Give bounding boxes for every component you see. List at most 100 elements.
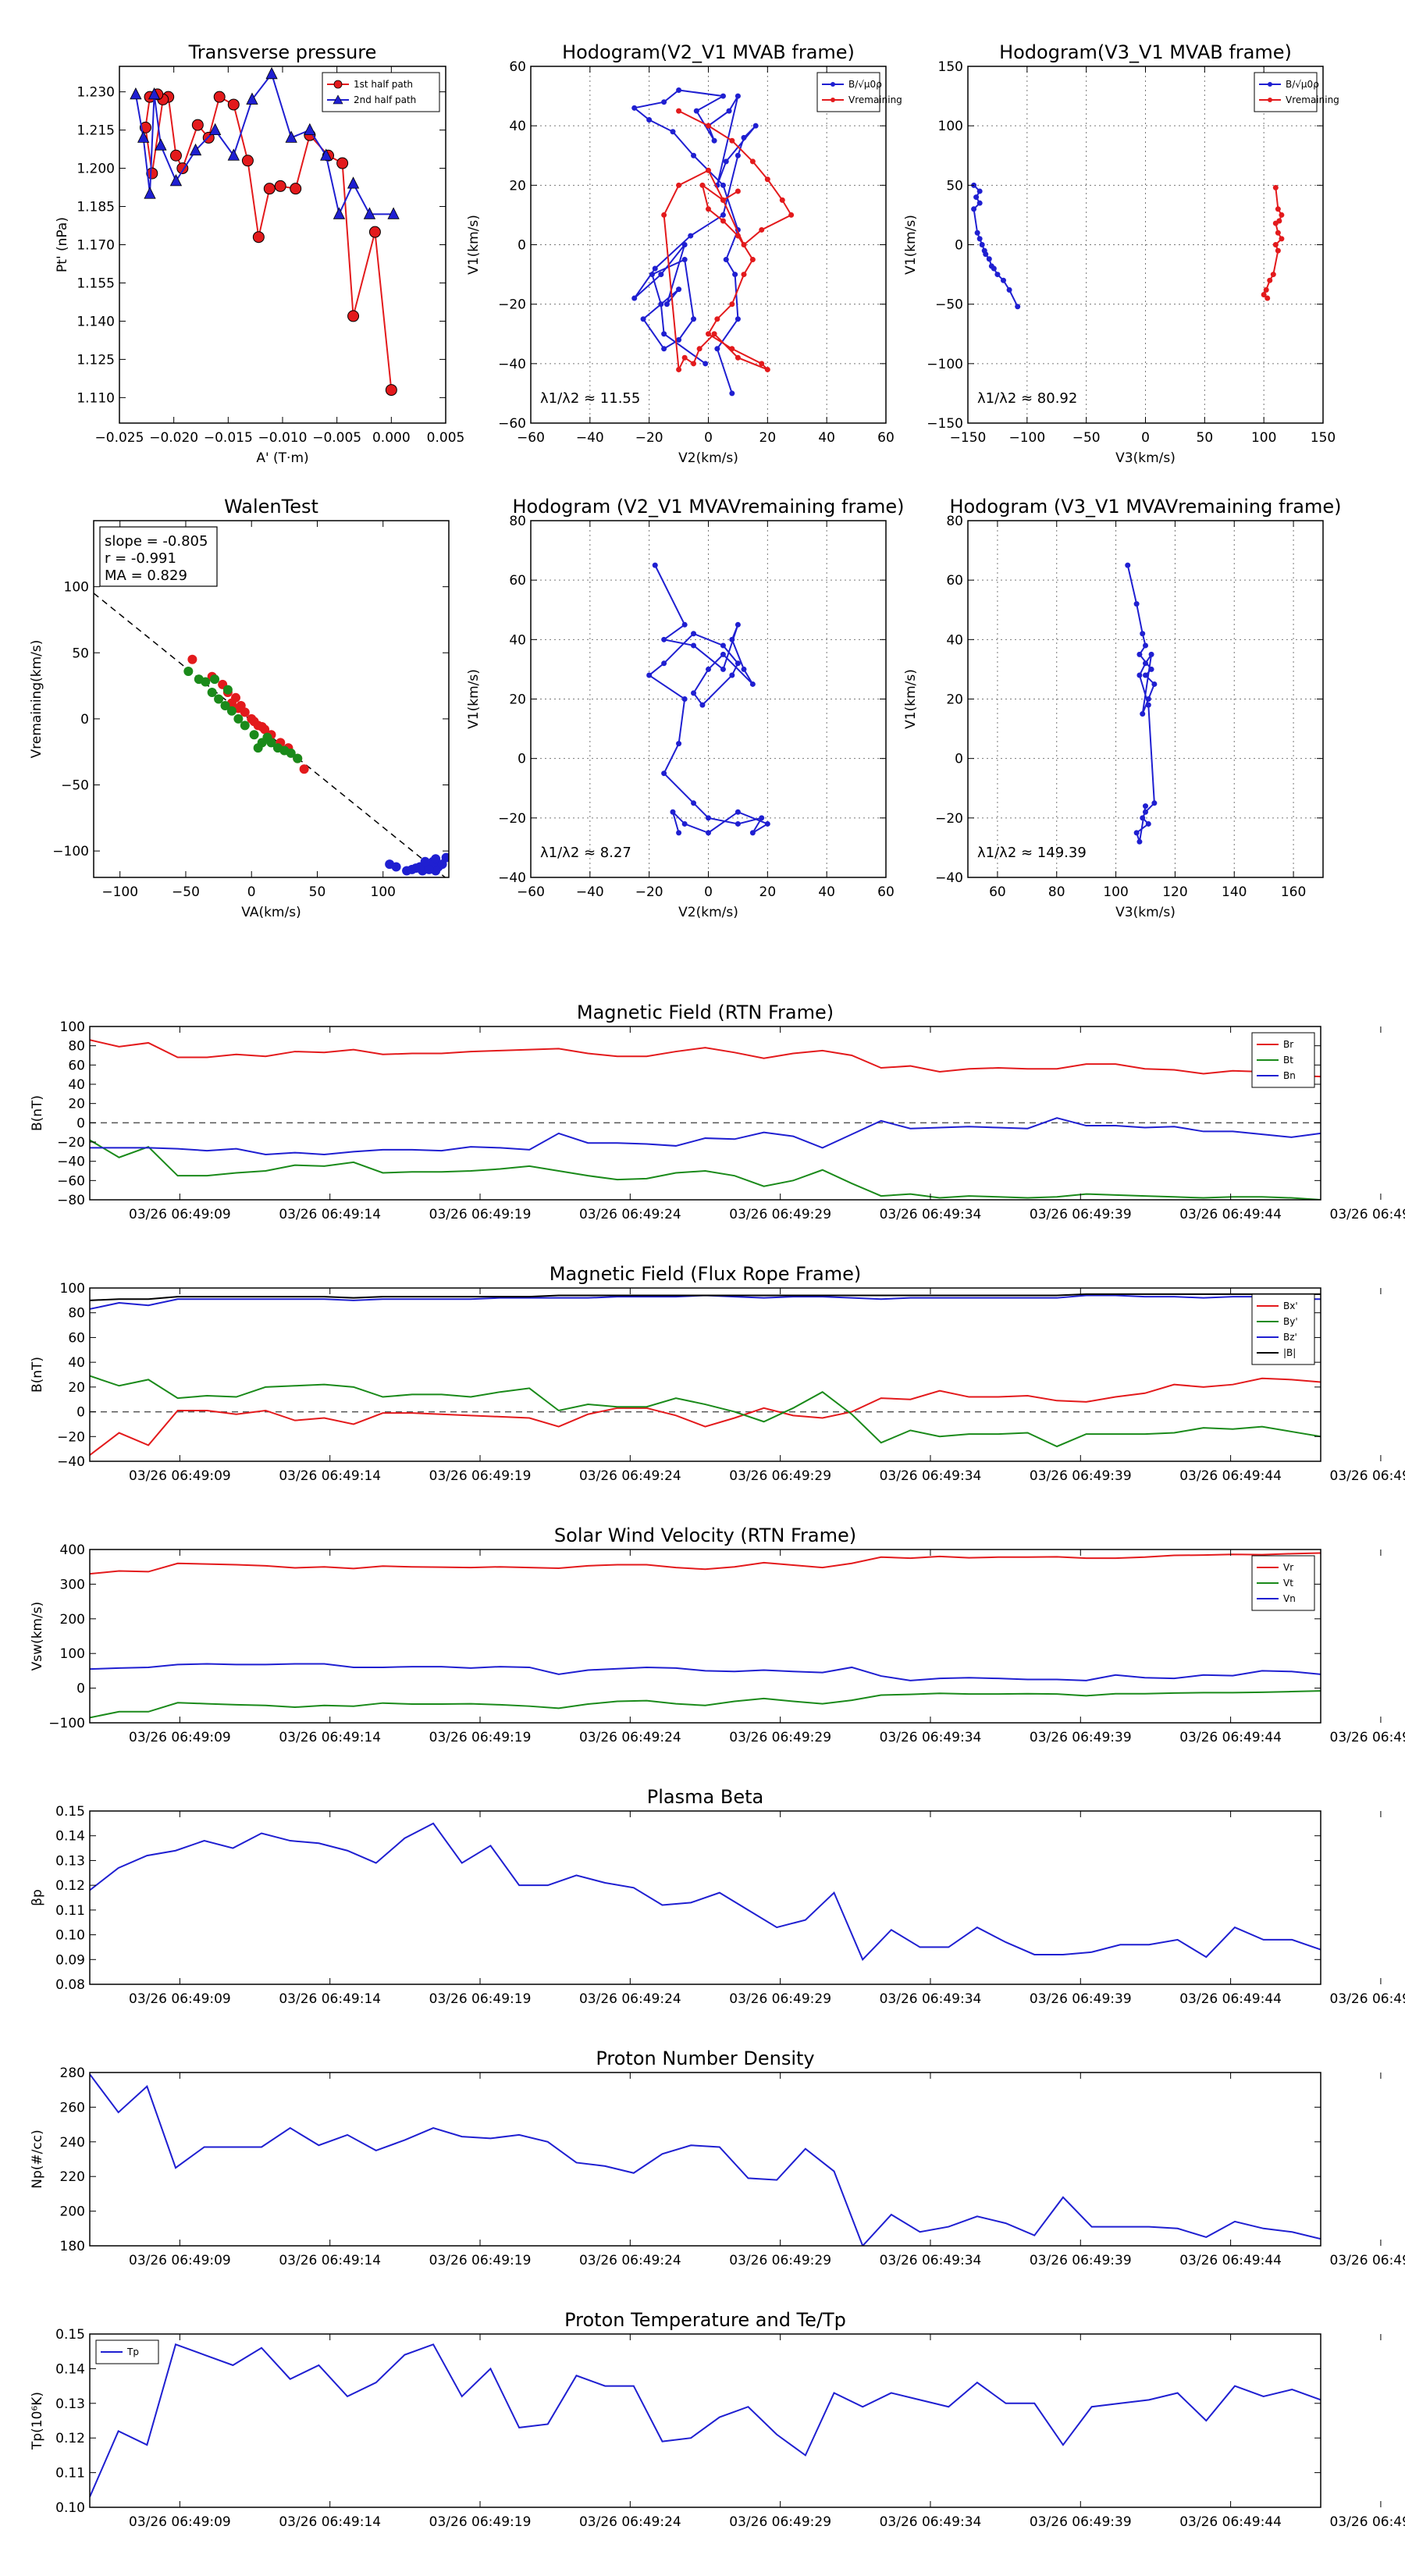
x-tick-label: 20 xyxy=(759,430,777,446)
data-point xyxy=(1006,286,1012,293)
x-tick-label: 120 xyxy=(1162,884,1187,900)
data-point xyxy=(1125,562,1131,568)
data-point xyxy=(681,257,688,263)
legend-box xyxy=(1254,72,1318,112)
data-point xyxy=(1145,820,1151,827)
data-point xyxy=(363,207,376,219)
data-point xyxy=(670,129,676,135)
x-tick-label: 03/26 06:49:49 xyxy=(1330,2253,1405,2268)
chart-title: Hodogram (V2_V1 MVAVremaining frame) xyxy=(512,496,904,518)
data-point xyxy=(976,236,983,242)
y-tick-label: −60 xyxy=(498,416,526,432)
x-tick-label: −40 xyxy=(576,884,604,900)
y-axis-label: B(nT) xyxy=(30,1095,45,1131)
data-point xyxy=(788,212,795,218)
x-tick-label: 03/26 06:49:09 xyxy=(129,2514,231,2530)
x-tick-label: −50 xyxy=(1072,430,1101,446)
data-point xyxy=(720,197,726,203)
data-point xyxy=(262,732,272,742)
x-tick-label: 03/26 06:49:09 xyxy=(129,1730,231,1745)
data-point xyxy=(1140,711,1146,717)
data-point xyxy=(711,137,717,144)
data-point xyxy=(227,148,240,161)
data-point xyxy=(691,800,697,806)
ticks: 0.10 0.11 0.12 0.13 0.14 0.15 03/26 06:49:09 03… xyxy=(55,2327,1405,2530)
data-point xyxy=(706,830,711,836)
series-line-Vt xyxy=(90,1690,1321,1719)
legend: Bx' By' Bz' |B| xyxy=(1251,1293,1315,1365)
x-tick-label: 03/26 06:49:24 xyxy=(579,2253,681,2268)
y-tick-label: 60 xyxy=(946,573,963,589)
data-point xyxy=(249,717,259,727)
x-tick-label: 03/26 06:49:24 xyxy=(579,1468,681,1484)
data-point xyxy=(210,674,220,685)
data-point xyxy=(304,123,316,136)
data-point xyxy=(661,331,667,337)
data-point xyxy=(208,123,222,136)
x-tick-label: −60 xyxy=(517,884,545,900)
data-point xyxy=(1136,672,1143,678)
data-point xyxy=(652,562,658,568)
x-tick-label: 03/26 06:49:49 xyxy=(1330,1207,1405,1222)
x-tick-label: 03/26 06:49:19 xyxy=(429,1468,532,1484)
data-point xyxy=(663,301,670,308)
x-tick-label: 100 xyxy=(1103,884,1128,900)
data-point xyxy=(1261,291,1267,297)
data-point xyxy=(732,272,738,278)
x-tick-label: 03/26 06:49:34 xyxy=(880,2514,982,2530)
data-point xyxy=(640,316,646,322)
chart-title: Transverse pressure xyxy=(188,41,377,63)
series-group xyxy=(90,1039,1321,1200)
data-point xyxy=(741,134,747,141)
data-point xyxy=(368,226,381,238)
x-tick-label: 03/26 06:49:24 xyxy=(579,1730,681,1745)
x-tick-label: 03/26 06:49:09 xyxy=(129,1207,231,1222)
legend: 1st half path 2nd half path xyxy=(322,72,440,112)
y-tick-label: −50 xyxy=(61,778,89,794)
y-tick-label: −100 xyxy=(52,844,89,859)
annotation: λ1/λ2 ≈ 149.39 xyxy=(977,845,1087,861)
x-tick-label: 03/26 06:49:29 xyxy=(729,1991,831,2007)
series-line-B/√μ0ρ xyxy=(632,89,756,394)
data-point xyxy=(706,123,711,129)
x-tick-label: 03/26 06:49:19 xyxy=(429,2253,532,2268)
series-line-Np xyxy=(90,2073,1321,2246)
data-point xyxy=(720,218,726,224)
chart-hodo_v2v1_mvab: Hodogram(V2_V1 MVAB frame) −60 −40 −20 0 20 40… xyxy=(466,41,902,466)
data-point xyxy=(676,830,682,836)
y-axis-label: Vsw(km/s) xyxy=(30,1602,45,1671)
series-group xyxy=(90,2343,1321,2498)
data-point xyxy=(155,138,167,151)
data-point xyxy=(299,764,309,774)
data-point xyxy=(233,713,244,724)
x-tick-label: 03/26 06:49:39 xyxy=(1030,2253,1132,2268)
data-point xyxy=(681,820,688,827)
data-point xyxy=(191,119,204,131)
data-point xyxy=(169,149,182,162)
data-point xyxy=(649,272,655,278)
x-tick-label: 03/26 06:49:29 xyxy=(729,2514,831,2530)
y-tick-label: 300 xyxy=(60,1577,85,1592)
x-tick-label: 03/26 06:49:09 xyxy=(129,1991,231,2007)
data-point xyxy=(752,123,759,129)
y-tick-label: 0.12 xyxy=(55,2431,85,2446)
data-point xyxy=(183,666,194,676)
y-tick-label: 0.09 xyxy=(55,1952,85,1968)
series-line-Tp xyxy=(90,2343,1321,2498)
data-point xyxy=(759,361,765,367)
chart-title: Hodogram (V3_V1 MVAVremaining frame) xyxy=(949,496,1341,518)
data-point xyxy=(246,92,258,105)
data-point xyxy=(729,301,735,308)
data-point xyxy=(979,242,985,247)
data-point xyxy=(693,108,699,114)
data-point xyxy=(1143,809,1148,815)
y-tick-label: −40 xyxy=(498,870,526,886)
y-tick-label: −20 xyxy=(935,811,963,827)
series-group xyxy=(90,2073,1321,2246)
x-tick-label: 160 xyxy=(1281,884,1306,900)
x-tick-label: 60 xyxy=(989,884,1006,900)
y-tick-label: 50 xyxy=(946,178,963,194)
data-point xyxy=(735,621,741,628)
data-point xyxy=(286,748,296,758)
chart-title: Solar Wind Velocity (RTN Frame) xyxy=(554,1525,856,1546)
